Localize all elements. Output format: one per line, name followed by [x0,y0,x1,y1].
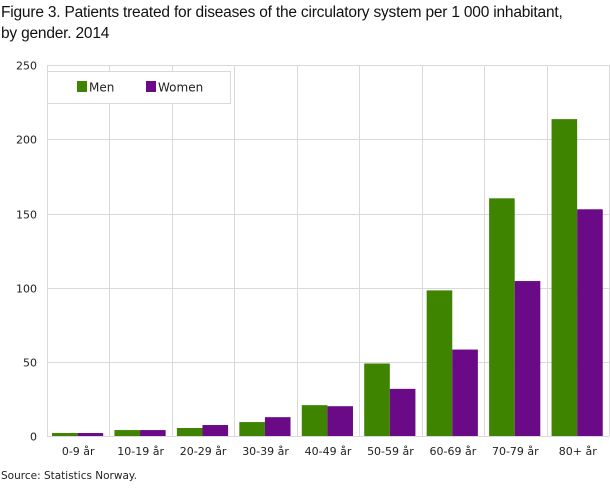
bar-women[interactable] [327,406,353,436]
y-tick-label: 100 [16,283,37,296]
y-tick-label: 150 [16,209,37,222]
bar-men[interactable] [301,405,328,436]
bar-men[interactable] [426,290,453,436]
bar-women[interactable] [202,425,229,436]
legend-label-men: Men [89,81,114,95]
bars [52,119,603,436]
chart-title-line-2: by gender. 2014 [1,25,110,42]
bar-women[interactable] [140,430,166,436]
y-tick-label: 200 [16,134,37,147]
x-tick-label: 30-39 år [242,445,289,458]
legend-item-women[interactable]: Women [146,81,203,95]
bar-men[interactable] [176,427,203,436]
x-tick-label: 60-69 år [430,445,477,458]
bar-men[interactable] [489,198,515,436]
x-tick-label: 70-79 år [492,445,539,458]
bar-men[interactable] [114,430,141,436]
bar-men[interactable] [364,363,390,436]
y-tick-label: 50 [23,357,37,370]
x-tick-label: 50-59 år [367,445,414,458]
bar-women[interactable] [389,388,416,436]
x-axis: 0-9 år 10-19 år 20-29 år 30-39 år 40-49 år 50… [62,445,597,458]
bar-women[interactable] [452,349,478,436]
y-axis: 0 50 100 150 200 250 [16,60,37,444]
bar-men[interactable] [239,422,265,436]
legend-item-men[interactable]: Men [77,81,114,95]
legend-swatch-men [77,81,87,92]
bar-women[interactable] [264,417,291,436]
x-tick-label: 10-19 år [117,445,164,458]
x-tick-label: 80+ år [559,445,597,458]
x-tick-label: 40-49 år [305,445,352,458]
legend: Men Women [47,71,231,104]
x-tick-label: 20-29 år [180,445,227,458]
chart-title: Figure 3. Patients treated for diseases … [1,2,609,44]
chart-title-line-1: Figure 3. Patients treated for diseases … [1,4,563,21]
source-note: Source: Statistics Norway. [1,470,137,482]
bar-women[interactable] [577,209,603,436]
x-tick-label: 0-9 år [62,445,95,458]
legend-label-women: Women [158,81,203,95]
bar-men[interactable] [52,433,78,436]
y-tick-label: 0 [30,431,37,444]
y-tick-label: 250 [16,60,37,73]
bar-women[interactable] [77,433,104,436]
bar-women[interactable] [514,281,541,436]
bar-men[interactable] [551,119,578,436]
legend-swatch-women [146,81,156,92]
